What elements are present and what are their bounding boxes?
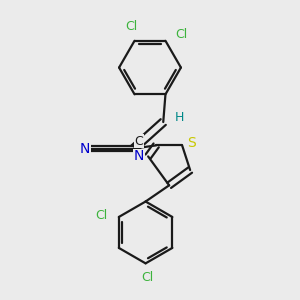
Text: H: H — [175, 111, 184, 124]
Text: N: N — [134, 149, 144, 164]
Text: Cl: Cl — [125, 20, 138, 33]
Text: Cl: Cl — [141, 271, 153, 284]
Text: Cl: Cl — [96, 209, 108, 222]
Text: N: N — [80, 142, 90, 155]
Text: C: C — [135, 135, 143, 148]
Text: S: S — [187, 136, 196, 150]
Text: Cl: Cl — [176, 28, 188, 41]
